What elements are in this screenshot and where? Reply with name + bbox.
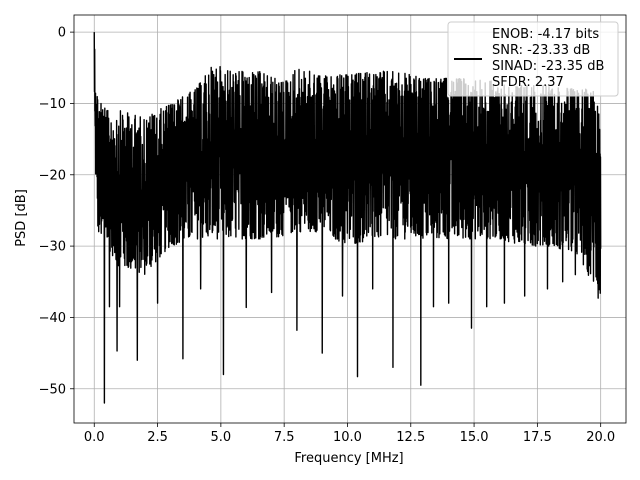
x-tick-label: 0.0 (84, 430, 105, 445)
legend-box (447, 21, 619, 97)
y-tick-label: −40 (39, 311, 66, 326)
x-tick-label: 12.5 (396, 430, 425, 445)
x-axis-label: Frequency [MHz] (294, 451, 403, 466)
legend-entry: SFDR: 2.37 (492, 75, 564, 90)
y-tick-label: −30 (39, 240, 66, 255)
y-tick-label: 0 (58, 26, 66, 41)
x-tick-label: 10.0 (333, 430, 362, 445)
legend-entry: ENOB: -4.17 bits (492, 27, 599, 42)
x-tick-label: 20.0 (586, 430, 615, 445)
x-tick-label: 5.0 (211, 430, 232, 445)
data-layer (93, 32, 602, 404)
y-tick-label: −10 (39, 97, 66, 112)
x-tick-label: 7.5 (274, 430, 295, 445)
axes-layer: 0.0 2.5 5.0 7.5 10.0 12.5 15.0 17.5 20.0 0 −10 −20 −… (39, 14, 627, 445)
x-tick-label: 2.5 (147, 430, 168, 445)
legend-entry: SINAD: -23.35 dB (492, 59, 604, 74)
y-axis-label: PSD [dB] (14, 189, 29, 247)
psd-series-line (93, 32, 602, 404)
x-tick-label: 17.5 (523, 430, 552, 445)
y-tick-label: −50 (39, 382, 66, 397)
plot-frame (73, 14, 627, 424)
y-tick-label: −20 (39, 168, 66, 183)
legend-entry: SNR: -23.33 dB (492, 43, 590, 58)
x-tick-label: 15.0 (460, 430, 489, 445)
